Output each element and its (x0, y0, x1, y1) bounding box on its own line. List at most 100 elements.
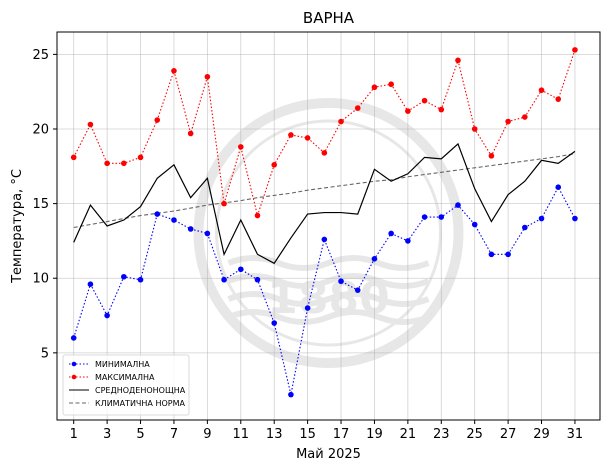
data-point (204, 73, 211, 80)
data-point (572, 47, 578, 53)
series-line-2 (73, 142, 576, 265)
data-point (221, 200, 227, 207)
data-point (187, 226, 194, 232)
data-point (237, 144, 244, 150)
watermark-wave (227, 309, 430, 325)
data-point (254, 212, 261, 219)
data-point (405, 238, 411, 244)
data-point (104, 160, 110, 167)
data-point (471, 126, 478, 132)
data-point (70, 154, 77, 161)
legend: МИНИМАЛНА МАКСИМАЛНА СРЕДНОДЕНОНОЩНА КЛИМАТ… (62, 354, 190, 416)
x-tick-label: 1 (70, 427, 78, 442)
legend-swatch-marker (71, 361, 77, 367)
x-tick-label: 3 (103, 427, 111, 442)
data-point (288, 391, 294, 398)
x-tick-label: 27 (500, 427, 517, 442)
data-point (321, 150, 328, 156)
data-point (137, 154, 144, 161)
data-point (154, 211, 161, 217)
data-point (438, 214, 445, 220)
y-tick-label: 5 (41, 346, 49, 361)
legend-label: МИНИМАЛНА (95, 360, 150, 369)
data-point (304, 135, 311, 141)
x-tick-label: 5 (136, 427, 144, 442)
data-point (388, 230, 394, 237)
watermark-wave (227, 273, 430, 289)
watermark-logo: 1880 (193, 98, 464, 368)
data-point (204, 230, 211, 237)
legend-label: МАКСИМАЛНА (95, 373, 155, 382)
data-point (187, 130, 194, 137)
watermark-ring (193, 98, 464, 368)
data-point (121, 273, 127, 280)
data-point (104, 312, 110, 319)
data-point (171, 68, 177, 74)
x-tick-label: 21 (400, 427, 417, 442)
legend-box (62, 354, 190, 416)
data-point (455, 202, 461, 208)
y-axis-label: Температура, °C (10, 169, 25, 284)
data-point (154, 117, 161, 123)
y-axis: 5 10 15 20 25 (32, 48, 57, 361)
data-point (555, 184, 562, 190)
x-tick-label: 9 (203, 427, 211, 442)
data-point (522, 224, 528, 231)
data-point (471, 221, 478, 228)
legend-label: СРЕДНОДЕНОНОЩНА (95, 386, 186, 395)
data-point (505, 118, 511, 125)
data-point (304, 305, 311, 311)
data-point (271, 162, 278, 168)
data-point (254, 276, 261, 283)
y-tick-label: 15 (32, 197, 49, 212)
chart-title: ВАРНА (303, 9, 355, 27)
x-tick-label: 19 (366, 427, 383, 442)
data-point (321, 236, 328, 243)
data-point (371, 84, 378, 91)
legend-swatch-marker (71, 374, 77, 380)
x-tick-label: 17 (333, 427, 350, 442)
data-point (421, 214, 428, 220)
data-point (221, 276, 227, 283)
y-tick-label: 25 (32, 48, 49, 63)
plot-frame (56, 31, 601, 421)
data-point (237, 266, 244, 273)
data-point (371, 256, 378, 262)
data-point (87, 121, 94, 128)
data-point (438, 106, 445, 113)
data-point (70, 335, 77, 341)
data-point (538, 87, 545, 93)
x-tick-label: 11 (233, 427, 250, 442)
x-axis-label: Май 2025 (296, 447, 361, 462)
data-point (121, 160, 127, 167)
data-point (354, 287, 361, 293)
data-point (271, 320, 278, 326)
data-point (505, 251, 511, 258)
data-point (572, 215, 578, 222)
x-tick-label: 29 (533, 427, 550, 442)
data-point (421, 97, 428, 104)
legend-label: КЛИМАТИЧНА НОРМА (95, 399, 185, 408)
x-tick-label: 7 (170, 427, 178, 442)
x-tick-label: 13 (266, 427, 283, 442)
x-axis: 1 3 5 7 9 11 13 15 17 19 21 23 25 27 29 31 (70, 420, 583, 442)
watermark-wave (227, 255, 430, 271)
data-point (388, 81, 394, 88)
data-point (405, 108, 411, 114)
x-tick-label: 25 (466, 427, 483, 442)
data-point (488, 153, 495, 159)
series-line-1 (73, 49, 576, 218)
data-point (137, 276, 144, 283)
watermark-wave (227, 291, 430, 307)
data-point (288, 132, 294, 138)
y-tick-label: 20 (32, 123, 49, 138)
series-layer (70, 47, 578, 398)
data-point (338, 278, 344, 285)
watermark-inner-ring (215, 119, 442, 347)
data-point (338, 118, 344, 125)
data-point (87, 281, 94, 288)
data-point (171, 217, 177, 223)
data-point (538, 215, 545, 222)
data-point (455, 57, 461, 64)
